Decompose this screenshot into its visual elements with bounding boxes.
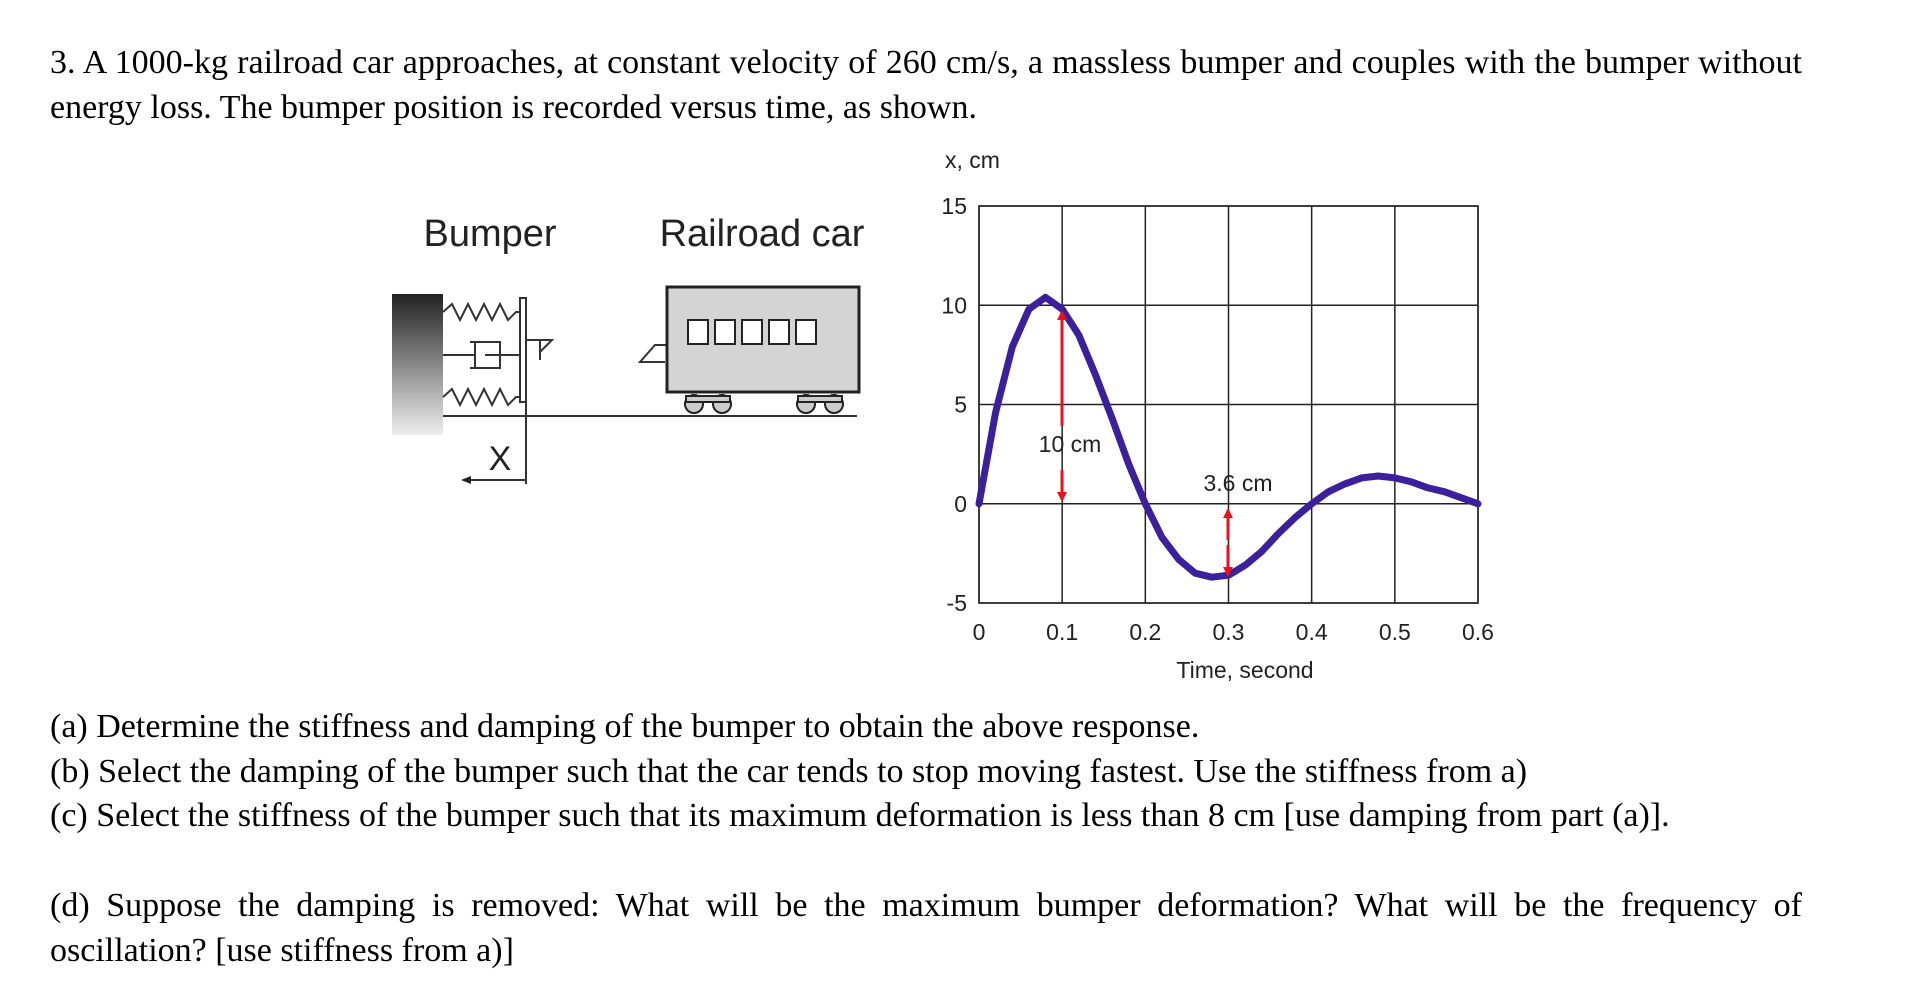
x-tick-label: 0	[973, 619, 986, 645]
y-tick-label: -5	[947, 590, 967, 616]
problem-part: (d) Suppose the damping is removed: What…	[50, 887, 1802, 969]
x-tick-label: 0.1	[1046, 619, 1078, 645]
damper	[443, 341, 520, 369]
problem-part: (b) Select the damping of the bumper suc…	[50, 753, 1528, 790]
car-body	[665, 285, 861, 394]
annotation: 3.6 cm	[1203, 470, 1272, 496]
plot-frame	[978, 205, 1479, 604]
x-tick-label: 0.5	[1379, 619, 1411, 645]
y-tick-label: 0	[954, 491, 967, 517]
x-label: X	[489, 440, 512, 478]
annotation-arrows	[1057, 310, 1233, 577]
car-windows	[687, 319, 817, 345]
wall	[392, 294, 443, 435]
x-tick-label: 0.6	[1462, 619, 1494, 645]
problem-part: (c) Select the stiffness of the bumper s…	[50, 797, 1670, 834]
bumper-plate	[519, 297, 527, 403]
y-tick-label: 5	[954, 392, 967, 418]
coupler	[526, 339, 555, 360]
x-axis-label: Time, second	[1176, 657, 1313, 683]
annotation: 10 cm	[1039, 431, 1102, 457]
y-axis-label: x, cm	[945, 147, 1000, 173]
spring	[442, 301, 520, 323]
problem-part: (a) Determine the stiffness and damping …	[50, 708, 1200, 745]
y-tick-label: 10	[941, 292, 967, 318]
bumper-label: Bumper	[423, 213, 556, 255]
car-coupler	[637, 344, 667, 363]
y-tick-label: 15	[941, 193, 967, 219]
problem-intro: 3. A 1000-kg railroad car approaches, at…	[50, 44, 1802, 126]
car-label: Railroad car	[660, 213, 865, 255]
x-tick-label: 0.3	[1213, 619, 1245, 645]
spring	[442, 386, 520, 408]
bumper-diagram: Bumper Railroad car X	[392, 213, 865, 484]
car-wheels	[684, 394, 844, 414]
x-tick-label: 0.2	[1129, 619, 1161, 645]
x-tick-label: 0.4	[1296, 619, 1328, 645]
